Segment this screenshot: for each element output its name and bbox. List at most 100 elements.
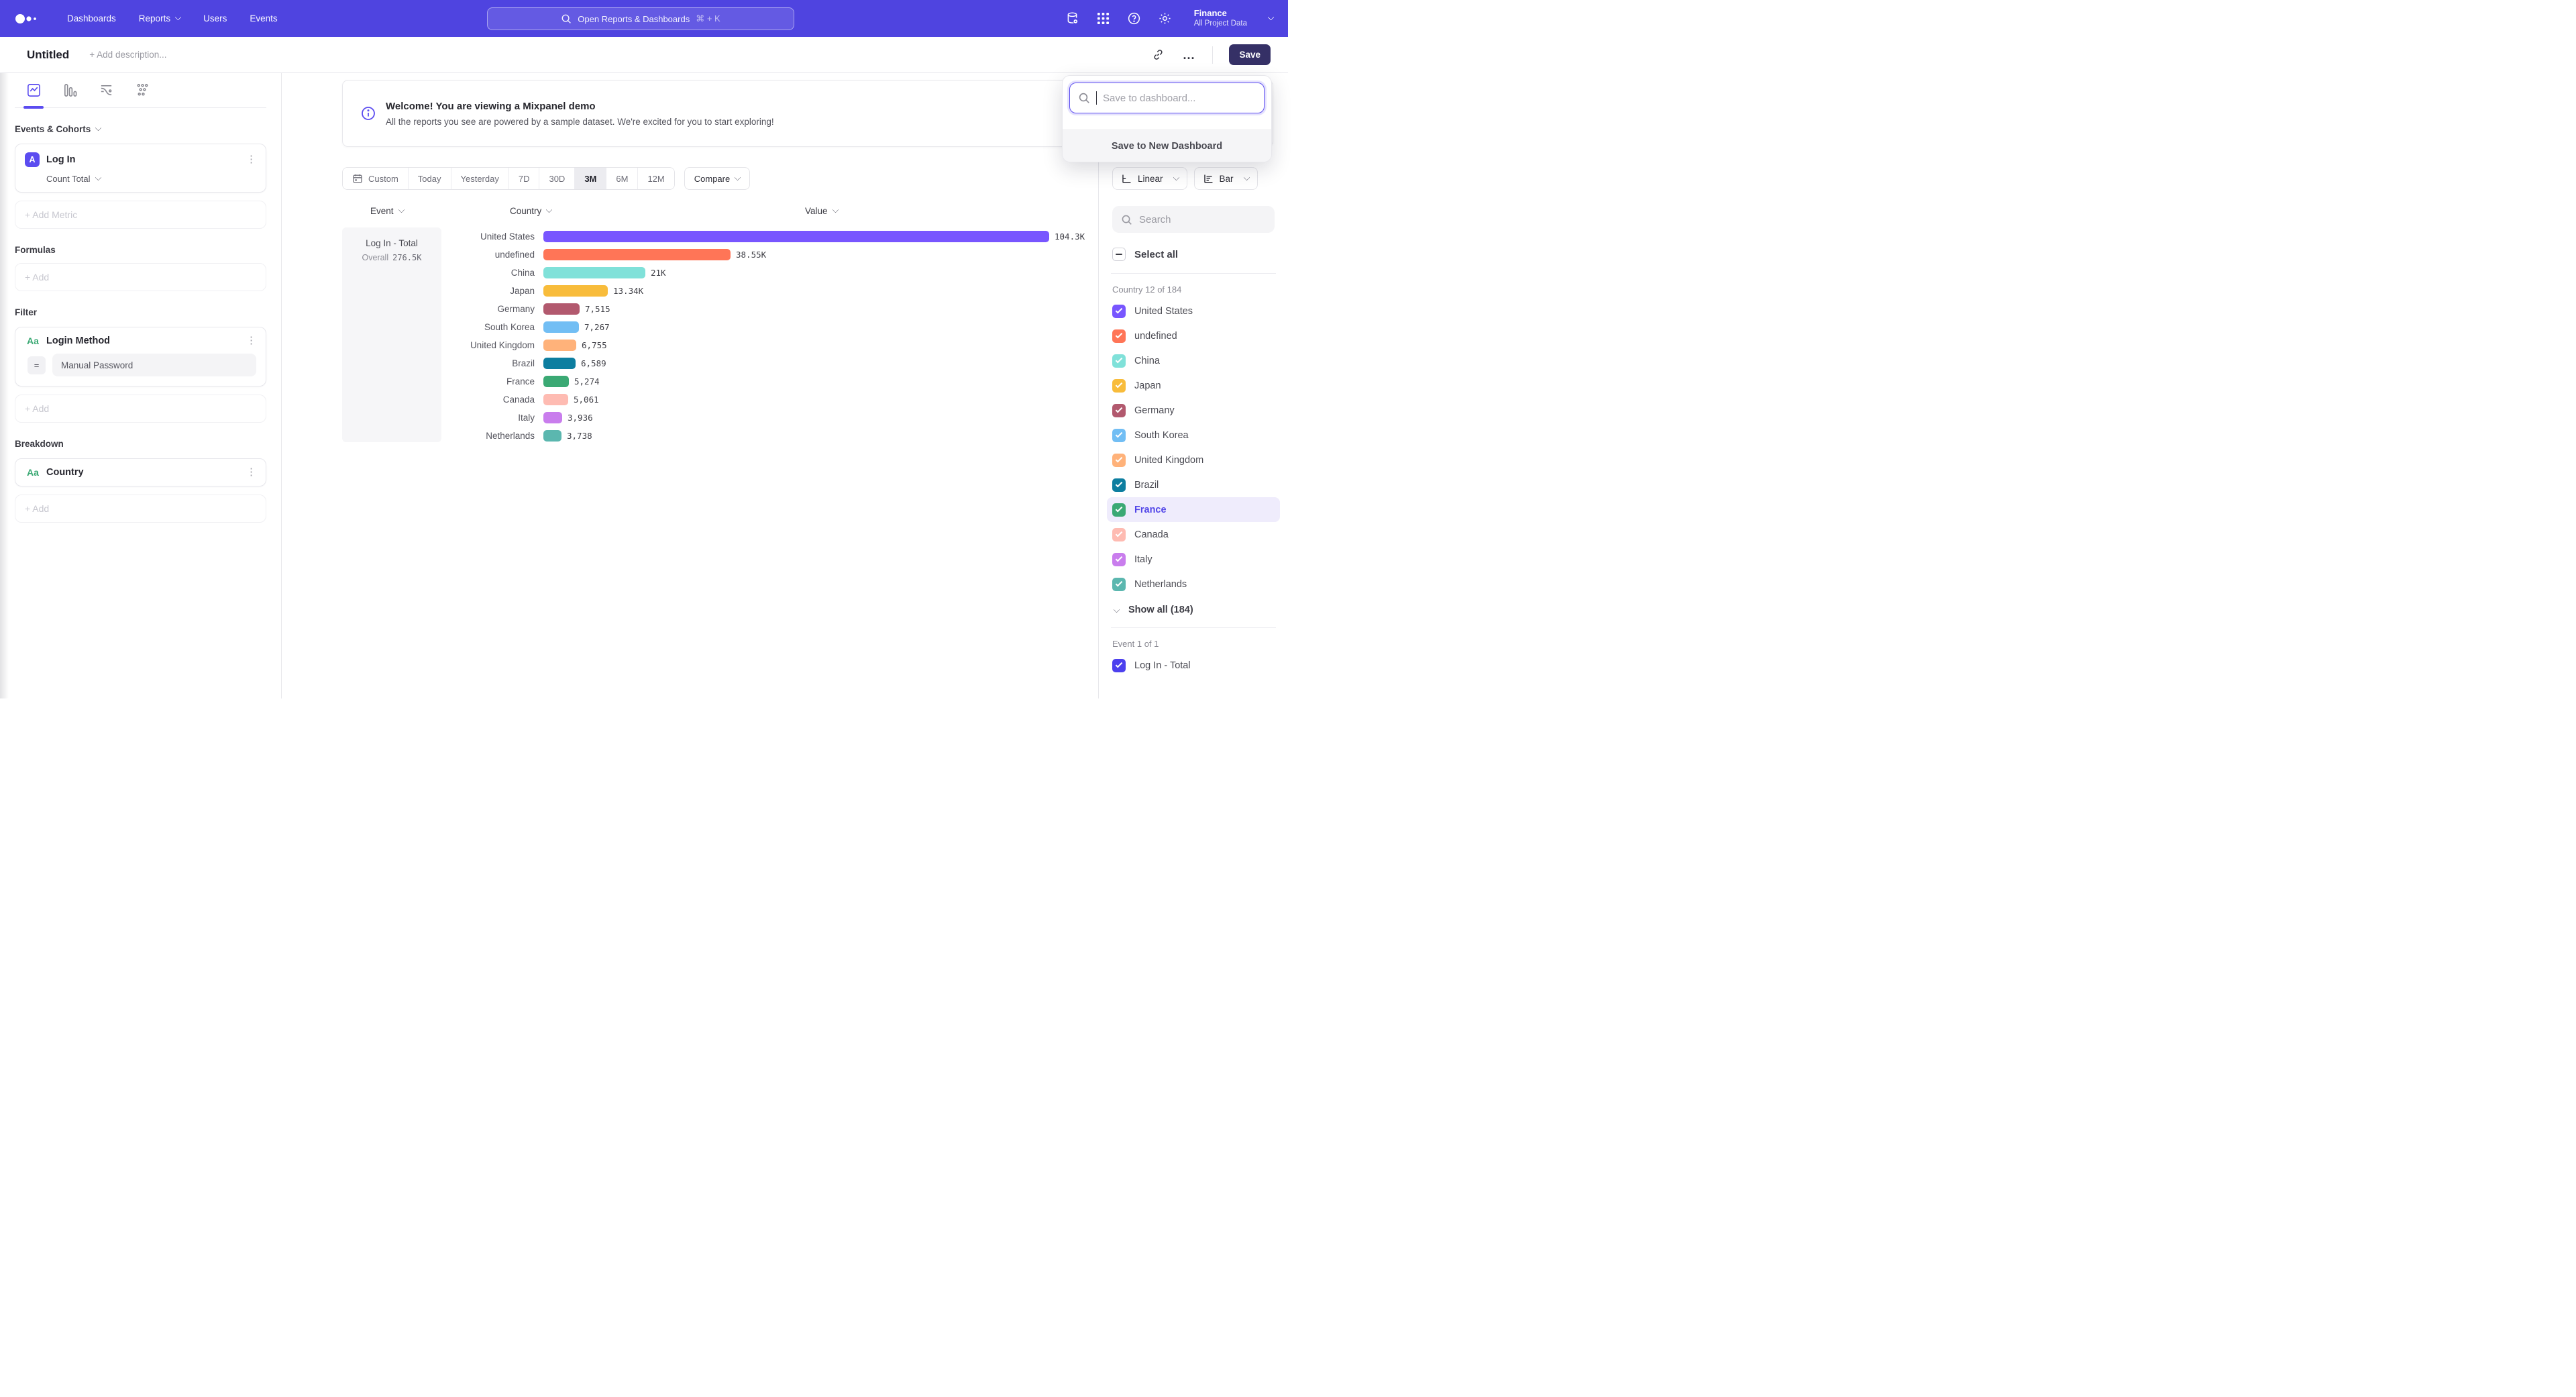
legend-item-united-kingdom[interactable]: United Kingdom [1107, 448, 1280, 472]
bar-category-label: United States [480, 231, 535, 242]
legend-item-japan[interactable]: Japan [1107, 373, 1280, 398]
range-button-3m[interactable]: 3M [575, 168, 607, 189]
bar-category-label: Brazil [512, 358, 535, 368]
legend-item-germany[interactable]: Germany [1107, 398, 1280, 423]
legend-item-netherlands[interactable]: Netherlands [1107, 572, 1280, 597]
nav-link-dashboards[interactable]: Dashboards [67, 13, 116, 23]
legend-item-italy[interactable]: Italy [1107, 547, 1280, 572]
filter-card-login-method[interactable]: Aa Login Method ⋮ = Manual Password [15, 327, 266, 386]
search-icon [1121, 214, 1132, 225]
add-breakdown-button[interactable]: + Add [15, 495, 266, 523]
project-switcher[interactable]: Finance All Project Data [1194, 8, 1247, 29]
column-header-event[interactable]: Event [370, 206, 405, 216]
kebab-menu-icon[interactable]: ⋮ [246, 335, 256, 346]
banner-title: Welcome! You are viewing a Mixpanel demo [386, 100, 596, 112]
filter-value[interactable]: Manual Password [52, 354, 256, 376]
help-icon[interactable] [1127, 11, 1142, 26]
copy-link-icon[interactable] [1150, 48, 1165, 62]
bar-segment[interactable] [543, 285, 608, 297]
overall-value: 276.5K [392, 253, 422, 262]
bar-segment[interactable] [543, 303, 580, 315]
filter-property-name[interactable]: Login Method [46, 335, 111, 346]
more-actions-button[interactable]: ... [1183, 48, 1195, 62]
nav-link-reports[interactable]: Reports [139, 13, 182, 23]
nav-link-events[interactable]: Events [250, 13, 278, 23]
event-series-cell[interactable]: Log In - Total Overall 276.5K [342, 227, 441, 442]
save-dashboard-search-input[interactable]: Save to dashboard... [1069, 83, 1265, 113]
chart-type-dropdown[interactable]: Bar [1193, 167, 1258, 190]
settings-gear-icon[interactable] [1158, 11, 1173, 26]
range-button-today[interactable]: Today [408, 168, 451, 189]
select-all-checkbox[interactable]: Select all [1112, 248, 1275, 261]
range-button-6m[interactable]: 6M [606, 168, 639, 189]
events-cohorts-header[interactable]: Events & Cohorts [15, 124, 266, 134]
legend-item-south-korea[interactable]: South Korea [1107, 423, 1280, 448]
bar-segment[interactable] [543, 376, 569, 387]
legend-search-input[interactable]: Search [1112, 206, 1275, 233]
checked-checkbox-icon [1112, 478, 1126, 492]
legend-item-canada[interactable]: Canada [1107, 522, 1280, 547]
range-button-7d[interactable]: 7D [508, 168, 540, 189]
report-title[interactable]: Untitled [27, 48, 70, 61]
bar-segment[interactable] [543, 394, 568, 405]
save-button[interactable]: Save [1229, 44, 1271, 65]
tab-insights[interactable] [23, 83, 44, 109]
data-management-icon[interactable] [1065, 11, 1080, 26]
bar-row-japan: Japan 13.34K [342, 282, 1098, 300]
bar-segment[interactable] [543, 358, 576, 369]
bar-segment[interactable] [543, 430, 561, 442]
add-formula-button[interactable]: + Add [15, 263, 266, 291]
checked-checkbox-icon [1112, 329, 1126, 343]
add-metric-button[interactable]: + Add Metric [15, 201, 266, 229]
global-search-button[interactable]: Open Reports & Dashboards ⌘ + K [487, 7, 794, 30]
add-description-field[interactable]: + Add description... [89, 50, 167, 60]
filter-header: Filter [15, 307, 38, 317]
kebab-menu-icon[interactable]: ⋮ [246, 154, 256, 165]
bar-segment[interactable] [543, 249, 731, 260]
mixpanel-logo-icon[interactable] [15, 13, 38, 24]
show-all-toggle[interactable]: Show all (184) [1112, 605, 1275, 615]
bar-segment[interactable] [543, 412, 562, 423]
breakdown-property-name[interactable]: Country [46, 467, 84, 478]
apps-grid-icon[interactable] [1096, 11, 1111, 26]
legend-item-undefined[interactable]: undefined [1107, 323, 1280, 348]
breakdown-card-country[interactable]: Aa Country ⋮ [15, 458, 266, 486]
legend-item-label: United Kingdom [1134, 454, 1204, 466]
range-button-30d[interactable]: 30D [539, 168, 576, 189]
bar-segment[interactable] [543, 231, 1049, 242]
nav-link-users[interactable]: Users [203, 13, 227, 23]
chevron-down-icon [1173, 174, 1179, 180]
bar-row-united-kingdom: United Kingdom 6,755 [342, 336, 1098, 354]
tab-retention[interactable] [98, 83, 114, 99]
filter-operator[interactable]: = [28, 356, 46, 374]
bar-segment[interactable] [543, 267, 645, 278]
legend-item-united-states[interactable]: United States [1107, 299, 1280, 323]
date-range-segmented-control: Custom Today Yesterday 7D 30D 3M 6M 12M [342, 167, 675, 190]
kebab-menu-icon[interactable]: ⋮ [246, 466, 256, 478]
compare-button[interactable]: Compare [684, 167, 751, 190]
legend-item-event[interactable]: Log In - Total [1107, 653, 1280, 678]
metric-name[interactable]: Log In [46, 154, 76, 165]
range-button-12m[interactable]: 12M [638, 168, 674, 189]
tab-funnels[interactable] [62, 83, 78, 99]
scale-dropdown[interactable]: Linear [1112, 167, 1187, 190]
legend-item-china[interactable]: China [1107, 348, 1280, 373]
add-filter-button[interactable]: + Add [15, 395, 266, 423]
banner-text: Welcome! You are viewing a Mixpanel demo… [386, 101, 774, 127]
tab-flows[interactable] [134, 83, 150, 99]
checked-checkbox-icon [1112, 378, 1126, 393]
bar-row-canada: Canada 5,061 [342, 391, 1098, 409]
aggregation-selector[interactable]: Count Total [46, 174, 256, 184]
bar-segment[interactable] [543, 340, 576, 351]
column-header-country[interactable]: Country [510, 206, 553, 216]
bar-segment[interactable] [543, 321, 579, 333]
save-to-new-dashboard-button[interactable]: Save to New Dashboard [1063, 130, 1271, 162]
metric-card-log-in[interactable]: A Log In ⋮ Count Total [15, 144, 266, 193]
legend-item-france[interactable]: France [1107, 497, 1280, 522]
checked-checkbox-icon [1112, 453, 1126, 467]
legend-item-brazil[interactable]: Brazil [1107, 472, 1280, 497]
range-button-yesterday[interactable]: Yesterday [451, 168, 509, 189]
bar-category-label: South Korea [484, 322, 535, 332]
column-header-value[interactable]: Value [805, 206, 839, 216]
range-button-custom[interactable]: Custom [343, 168, 409, 189]
